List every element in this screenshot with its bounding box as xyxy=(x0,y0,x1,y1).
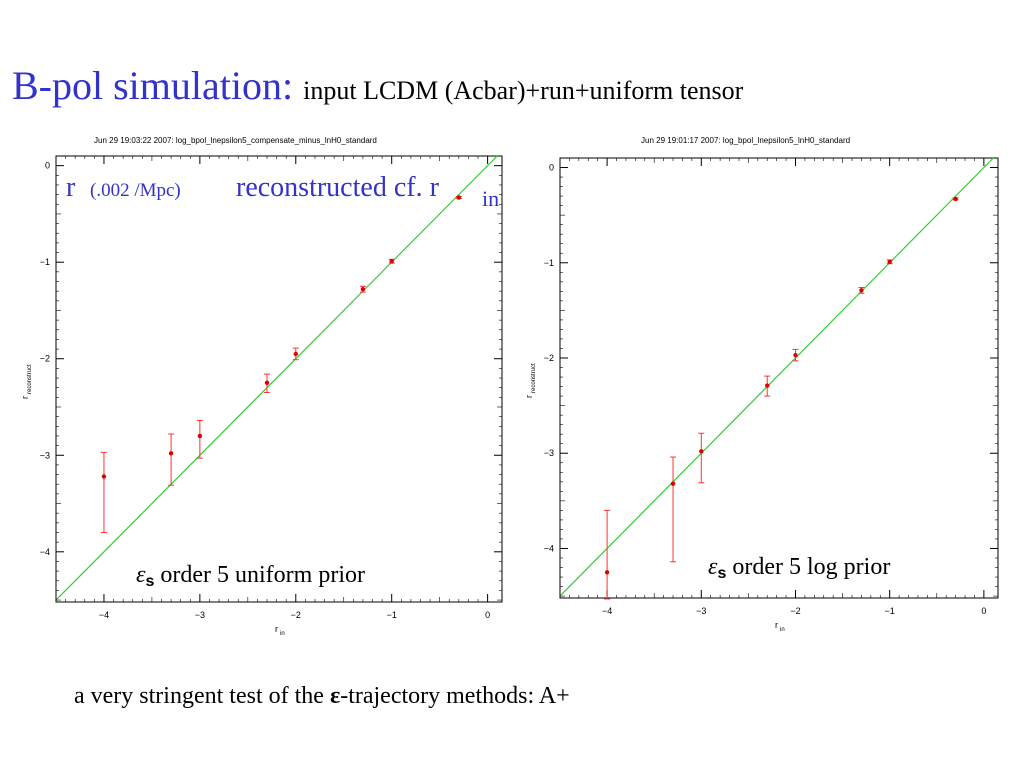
x-axis-label-sub: in xyxy=(780,627,785,633)
plot-frame xyxy=(559,157,999,599)
y-axis-label-sub: reconstruct xyxy=(531,363,537,393)
x-axis-label: r xyxy=(775,620,778,630)
y-tick-label: −1 xyxy=(544,258,554,268)
data-point xyxy=(360,287,366,292)
prior-label-s: s xyxy=(717,565,726,582)
x-axis-label: r xyxy=(275,624,278,634)
title-colon: : xyxy=(282,63,294,108)
data-point xyxy=(604,570,610,575)
diagonal-line xyxy=(55,155,498,601)
data-point xyxy=(264,380,270,386)
data-point xyxy=(765,383,770,388)
y-tick-label: 0 xyxy=(45,161,50,171)
x-tick-label: −3 xyxy=(696,606,706,616)
overlay-sub: in xyxy=(482,186,499,211)
prior-label-text: order 5 uniform prior xyxy=(154,562,365,588)
y-tick-label: −4 xyxy=(40,547,50,557)
data-point xyxy=(670,481,676,486)
prior-label-text: order 5 log prior xyxy=(726,554,890,580)
y-tick-label: 0 xyxy=(549,163,554,173)
y-tick-label: −2 xyxy=(40,354,50,364)
x-tick-label: −2 xyxy=(291,610,301,620)
data-point xyxy=(859,288,864,293)
data-point xyxy=(101,474,107,479)
data-point xyxy=(953,196,958,202)
data-point xyxy=(389,259,394,264)
prior-label-s: s xyxy=(145,573,154,590)
prior-label-epsilon: ε xyxy=(136,562,146,588)
prior-label-epsilon: ε xyxy=(708,554,718,580)
data-point xyxy=(887,259,892,265)
y-tick-label: −4 xyxy=(544,543,554,553)
overlay-layer: r (.002 /Mpc) reconstructed cf. r in xyxy=(66,172,499,211)
plot-uniform-prior: Jun 29 19:03:22 2007: log_bpol_lnepsilon… xyxy=(14,128,514,638)
x-axis-label-sub: in xyxy=(280,631,285,637)
x-tick-label: −1 xyxy=(885,606,895,616)
overlay-scale: (.002 /Mpc) xyxy=(90,180,181,201)
chart-uniform-prior: Jun 29 19:03:22 2007: log_bpol_lnepsilon… xyxy=(20,136,503,637)
x-tick-label: 0 xyxy=(981,606,986,616)
y-tick-label: −2 xyxy=(544,353,554,363)
chart-header: Jun 29 19:01:17 2007: log_bpol_lnepsilon… xyxy=(641,136,850,145)
title-main: B-pol simulation xyxy=(12,63,282,108)
x-tick-label: −4 xyxy=(602,606,612,616)
chart-header: Jun 29 19:03:22 2007: log_bpol_lnepsilon… xyxy=(94,136,377,145)
data-point xyxy=(168,451,174,456)
data-point xyxy=(699,449,704,454)
slide-caption: a very stringent test of the ε-trajector… xyxy=(74,683,570,710)
x-tick-label: −2 xyxy=(790,606,800,616)
x-tick-label: 0 xyxy=(485,610,490,620)
y-axis-label-sub: reconstruct xyxy=(27,364,33,394)
prior-label: εs order 5 uniform prior xyxy=(136,562,365,590)
prior-label: εs order 5 log prior xyxy=(708,554,890,582)
data-point xyxy=(456,195,462,200)
overlay-r: r xyxy=(66,172,76,203)
caption-epsilon: ε xyxy=(329,683,341,709)
y-axis-label-group: r reconstruct xyxy=(20,364,33,399)
y-tick-label: −3 xyxy=(40,450,50,460)
data-point xyxy=(293,351,298,357)
plot-log-prior: Jun 29 19:01:17 2007: log_bpol_lnepsilon… xyxy=(516,128,1016,638)
x-tick-label: −3 xyxy=(195,610,205,620)
diagonal-line xyxy=(559,157,994,597)
y-tick-label: −3 xyxy=(544,448,554,458)
y-axis-label: r xyxy=(20,396,30,399)
plot-frame xyxy=(55,155,503,603)
slide-title: B-pol simulation: input LCDM (Acbar)+run… xyxy=(12,62,743,109)
title-subtitle: input LCDM (Acbar)+run+uniform tensor xyxy=(303,76,744,105)
y-axis-label: r xyxy=(524,395,534,398)
y-tick-label: −1 xyxy=(40,257,50,267)
y-axis-label-group: r reconstruct xyxy=(524,363,537,398)
caption-pre: a very stringent test of the xyxy=(74,683,330,709)
overlay-rest: reconstructed cf. r xyxy=(236,172,440,203)
data-point xyxy=(793,352,798,358)
chart-log-prior: Jun 29 19:01:17 2007: log_bpol_lnepsilon… xyxy=(524,136,999,633)
caption-post: -trajectory methods: A+ xyxy=(340,683,570,709)
data-point xyxy=(197,433,203,439)
x-tick-label: −1 xyxy=(387,610,397,620)
x-tick-label: −4 xyxy=(99,610,109,620)
